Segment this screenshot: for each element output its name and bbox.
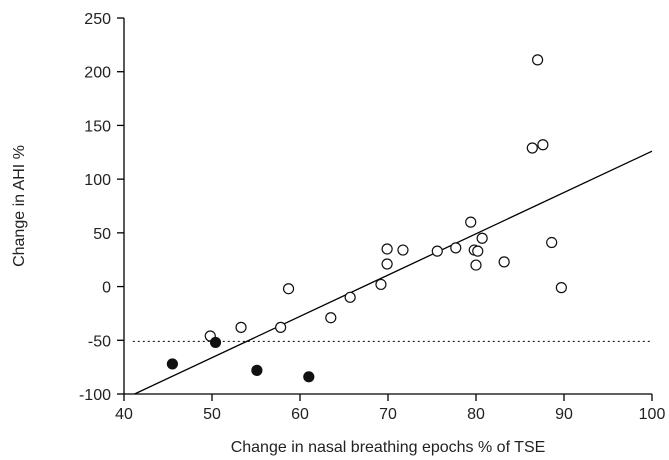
open-data-point [275, 321, 287, 333]
open-data-point [375, 278, 387, 291]
y-tick-label: -100 [79, 387, 111, 404]
open-data-point [397, 244, 409, 256]
open-data-point [282, 283, 295, 295]
open-data-point [531, 54, 544, 66]
chart-lines [132, 150, 653, 395]
open-data-point [465, 216, 477, 228]
open-data-point [472, 245, 484, 257]
y-tick-label: 250 [84, 11, 111, 28]
x-axis-ticks: 40 50 60 70 80 90 100 [115, 394, 665, 423]
y-tick-label: 200 [84, 65, 111, 82]
open-data-point [476, 232, 488, 244]
open-data-point [325, 312, 337, 324]
filled-data-point [251, 364, 263, 376]
open-data-point [526, 142, 538, 154]
x-tick-label: 70 [379, 406, 397, 423]
x-axis-label: Change in nasal breathing epochs % of TS… [231, 439, 546, 456]
y-axis-ticks: -100 -50 0 50 100 150 200 250 [79, 11, 124, 404]
regression-line [134, 150, 653, 395]
y-tick-label: 50 [93, 226, 111, 243]
filled-data-point [303, 371, 315, 383]
y-tick-label: 150 [84, 118, 111, 135]
y-tick-label: 100 [84, 172, 111, 189]
y-tick-label: -50 [88, 333, 111, 350]
open-data-point [235, 321, 247, 333]
open-data-point [381, 258, 393, 270]
open-data-point [381, 243, 393, 255]
filled-data-point [209, 336, 222, 349]
open-data-point [537, 139, 549, 151]
x-tick-label: 100 [639, 406, 666, 423]
x-tick-label: 90 [555, 406, 573, 423]
open-data-point [555, 282, 567, 294]
open-data-point [450, 242, 462, 254]
filled-data-point [166, 358, 178, 370]
x-tick-label: 80 [467, 406, 485, 423]
open-data-point [546, 236, 558, 249]
open-data-point [344, 291, 356, 303]
y-axis-label: Change in AHI % [11, 145, 28, 267]
x-tick-label: 50 [203, 406, 221, 423]
open-data-point [431, 245, 443, 257]
x-tick-label: 40 [115, 406, 133, 423]
open-data-point [498, 256, 510, 268]
y-tick-label: 0 [102, 280, 111, 297]
x-tick-label: 60 [291, 406, 309, 423]
axes [123, 18, 652, 395]
open-data-point [470, 259, 482, 271]
data-points [166, 54, 567, 383]
